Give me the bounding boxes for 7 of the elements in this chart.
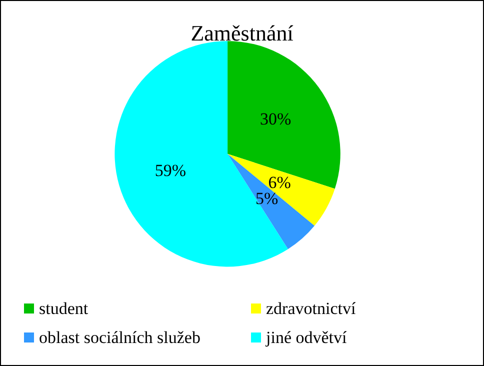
legend-label: oblast sociálních služeb [39,328,200,347]
legend-label: zdravotnictví [266,299,356,318]
data-label: 59% [154,160,186,180]
chart-title: Zaměstnání [190,20,294,46]
legend-label: jiné odvětví [265,328,348,347]
data-label: 30% [260,109,292,128]
legend-label: student [39,299,88,318]
